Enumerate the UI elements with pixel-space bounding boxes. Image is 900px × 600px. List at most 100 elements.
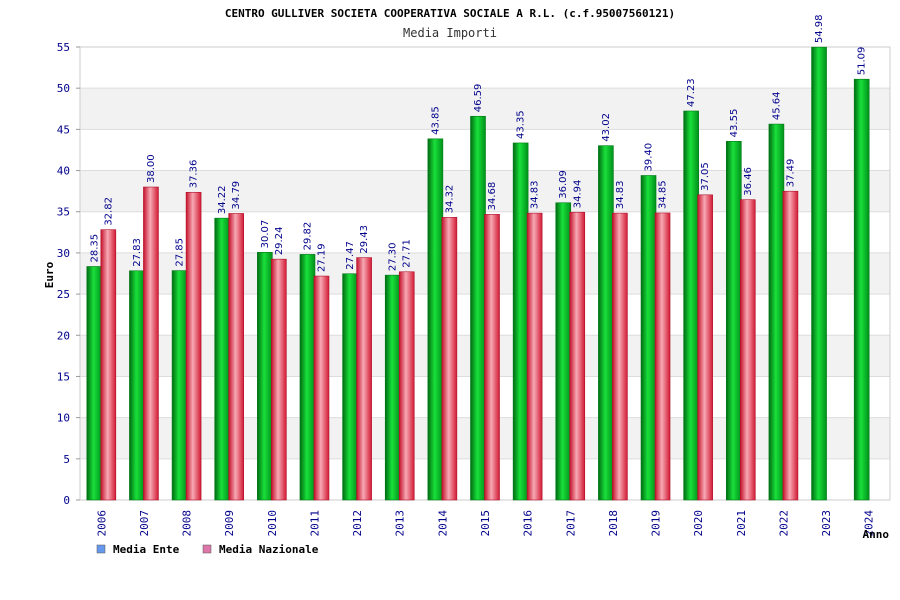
y-tick-label: 10 [57,412,70,425]
bar-media-ente [768,123,785,501]
value-label: 28.35 [89,234,100,263]
x-tick-label: 2021 [735,510,748,537]
x-tick-label: 2016 [522,510,535,537]
value-label: 36.46 [743,167,754,196]
value-label: 30.07 [260,220,271,249]
bar-media-nazionale [228,213,245,501]
value-label: 29.43 [359,225,370,254]
y-tick-label: 5 [63,453,70,466]
value-label: 29.24 [274,227,285,256]
bar-media-ente [129,270,145,501]
bar-media-ente [299,254,316,501]
x-tick-label: 2020 [692,510,705,537]
x-tick-label: 2018 [607,510,620,537]
value-label: 29.82 [302,222,313,251]
bar-media-ente [171,270,188,501]
value-label: 34.32 [444,185,455,214]
bar-media-nazionale [271,258,287,501]
value-label: 27.83 [132,238,143,267]
y-tick-label: 15 [57,370,70,383]
bar-media-ente [811,46,827,501]
y-tick-label: 50 [57,82,70,95]
value-label: 38.00 [146,154,157,183]
bar-media-nazionale [185,191,202,501]
bar-media-nazionale [441,217,458,501]
value-label: 27.30 [388,243,399,272]
bar-media-ente [257,252,273,501]
legend: Media Ente Media Nazionale [96,543,319,556]
value-label: 34.83 [530,180,541,209]
bar-media-nazionale [654,212,671,501]
y-tick-label: 0 [63,494,70,507]
value-label: 39.40 [644,143,655,172]
value-label: 37.05 [700,162,711,191]
legend-label-media-ente: Media Ente [113,543,180,556]
y-tick-label: 40 [57,165,70,178]
y-tick-label: 55 [57,41,70,54]
bar-media-ente [512,142,529,501]
x-tick-label: 2013 [394,510,407,537]
value-label: 36.09 [558,170,569,199]
plot-band [80,47,890,89]
value-label: 34.85 [658,180,669,209]
bar-media-nazionale [313,275,330,501]
x-tick-label: 2010 [266,510,279,537]
value-label: 47.23 [686,78,697,107]
x-tick-label: 2023 [820,510,833,537]
value-label: 43.35 [516,110,527,139]
legend-swatch-media-ente [96,544,106,554]
bars [86,46,870,501]
bar-media-nazionale [526,212,543,501]
value-label: 45.64 [771,91,782,120]
value-label: 37.36 [189,160,200,189]
bar-media-nazionale [100,229,117,501]
value-label: 27.71 [402,239,413,268]
bar-media-nazionale [697,194,713,501]
value-label: 46.59 [473,84,484,113]
value-label: 34.83 [615,180,626,209]
x-tick-label: 2014 [436,510,449,537]
x-tick-label: 2006 [95,510,108,537]
bar-media-nazionale [782,190,799,501]
x-tick-label: 2007 [138,510,151,537]
bar-media-ente [853,78,870,501]
legend-swatch-media-nazionale [202,544,212,554]
value-label: 43.02 [601,113,612,142]
x-tick-label: 2008 [181,510,194,537]
bar-media-ente [384,274,401,501]
value-label: 34.94 [572,180,583,209]
bar-media-ente [598,145,614,501]
bar-media-ente [640,175,657,501]
value-label: 37.49 [785,159,796,188]
x-axis-label: Anno [863,528,890,541]
chart-title: CENTRO GULLIVER SOCIETA COOPERATIVA SOCI… [225,7,675,20]
y-tick-label: 35 [57,206,70,219]
value-label: 51.09 [857,47,868,76]
value-label: 54.98 [814,15,825,44]
bar-media-nazionale [143,186,159,501]
bar-media-ente [470,115,486,501]
bar-media-ente [86,266,103,501]
x-tick-label: 2024 [863,510,876,537]
x-tick-label: 2017 [564,510,577,537]
y-tick-label: 25 [57,288,70,301]
x-tick-label: 2015 [479,510,492,537]
chart-subtitle: Media Importi [403,26,497,40]
x-tick-label: 2019 [650,510,663,537]
value-label: 34.22 [217,186,228,215]
y-tick-label: 20 [57,329,70,342]
bar-media-ente [214,217,231,501]
bar-media-ente [342,273,358,501]
bar-media-nazionale [356,257,372,501]
y-axis-label: Euro [43,261,56,288]
bar-media-nazionale [739,199,756,501]
bar-media-ente [555,202,572,501]
x-axis: 2006 2007 2008 2009 2010 2011 2012 2013 2014 2015… [95,510,875,537]
value-label: 43.55 [729,109,740,138]
y-axis: 0 5 10 15 20 25 30 35 40 45 50 55 [57,41,80,507]
value-label: 43.85 [430,106,441,135]
value-label: 32.82 [103,197,114,226]
